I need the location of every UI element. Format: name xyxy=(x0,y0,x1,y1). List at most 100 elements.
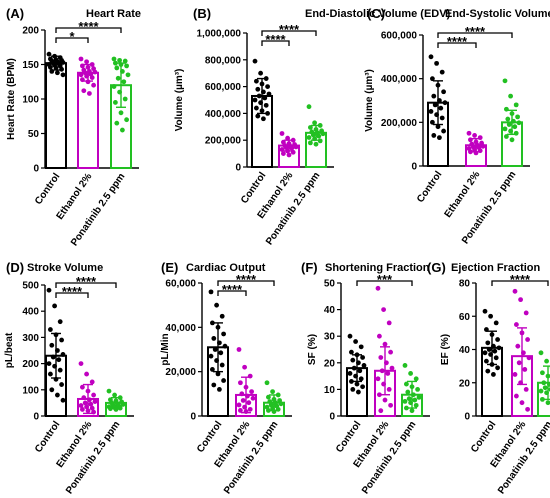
data-point xyxy=(52,303,57,309)
data-point xyxy=(254,78,259,84)
data-point xyxy=(508,93,513,99)
data-point xyxy=(480,143,486,149)
data-point xyxy=(266,91,272,97)
data-point xyxy=(441,128,446,134)
data-point xyxy=(53,65,59,71)
significance-bracket xyxy=(55,27,122,33)
y-tick-label: 1,000,000 xyxy=(197,29,242,40)
data-point xyxy=(404,381,409,387)
data-point xyxy=(356,360,361,366)
data-point xyxy=(360,384,365,390)
data-point xyxy=(489,332,495,337)
data-point xyxy=(489,362,495,367)
data-point xyxy=(406,396,412,402)
panel-2: (C) End-Systolic Volume (ESV) 0 200,000 400,… xyxy=(364,6,550,246)
data-point xyxy=(211,382,217,388)
data-point xyxy=(516,120,522,126)
category-label: Control xyxy=(469,419,499,455)
data-point xyxy=(408,400,413,406)
data-point xyxy=(215,371,221,377)
data-point xyxy=(525,337,530,342)
data-point xyxy=(473,150,479,156)
data-point xyxy=(545,400,550,406)
panel-4: (E) Cardiac Output 0 20,000 40,000 60,000 pL/M… xyxy=(160,260,292,496)
data-point xyxy=(493,320,499,326)
data-point xyxy=(511,118,516,124)
category-label: Control xyxy=(33,419,63,455)
significance-stars: **** xyxy=(76,274,97,289)
data-point xyxy=(356,389,361,395)
y-axis-label: Heart Rate (BPM) xyxy=(6,58,17,140)
y-tick-label: 200,000 xyxy=(381,118,418,129)
data-point xyxy=(540,370,545,376)
data-point xyxy=(46,51,52,57)
data-point xyxy=(56,357,62,363)
significance-bracket xyxy=(437,42,477,48)
data-point xyxy=(435,82,441,88)
data-point xyxy=(92,399,98,404)
y-tick-label: 0 xyxy=(235,163,241,174)
data-point xyxy=(84,371,89,377)
y-tick-label: 600,000 xyxy=(381,31,418,42)
y-axis-label: pL/beat xyxy=(4,332,15,368)
data-point xyxy=(57,319,63,325)
data-point xyxy=(504,134,509,139)
data-point xyxy=(55,348,60,353)
chart-title: Stroke Volume xyxy=(27,262,103,274)
data-point xyxy=(312,136,317,142)
data-point xyxy=(78,403,84,408)
data-point xyxy=(92,69,98,75)
data-point xyxy=(120,127,125,133)
data-point xyxy=(350,357,356,363)
data-point xyxy=(320,131,326,137)
data-point xyxy=(310,132,316,138)
data-point xyxy=(87,91,92,96)
data-point xyxy=(89,75,95,81)
data-point xyxy=(439,69,445,75)
data-point xyxy=(358,344,364,350)
data-point xyxy=(49,387,55,393)
significance-stars: **** xyxy=(447,34,468,49)
data-point xyxy=(522,367,528,372)
data-point xyxy=(360,355,365,360)
data-point xyxy=(60,60,66,65)
panel-0: (A) Heart Rate 0 50 100 150 200 Heart Rate (BPM… xyxy=(6,6,141,248)
data-point xyxy=(506,122,512,127)
data-point xyxy=(518,297,523,303)
data-point xyxy=(431,93,437,99)
data-point xyxy=(519,400,525,406)
data-point xyxy=(221,378,227,383)
data-point xyxy=(122,58,128,64)
data-point xyxy=(255,113,261,119)
significance-bracket xyxy=(356,280,413,286)
data-point xyxy=(375,376,381,382)
data-point xyxy=(48,327,53,332)
data-point xyxy=(388,402,393,408)
data-point xyxy=(357,368,363,374)
data-point xyxy=(516,360,522,366)
panel-label: (D) xyxy=(6,260,24,275)
data-point xyxy=(512,124,518,130)
data-point xyxy=(80,407,85,412)
data-point xyxy=(117,405,123,411)
y-tick-label: 20 xyxy=(459,378,471,389)
data-point xyxy=(538,350,544,356)
data-point xyxy=(428,54,434,60)
data-point xyxy=(271,409,277,414)
data-point xyxy=(124,63,129,69)
data-point xyxy=(252,58,258,64)
data-point xyxy=(46,287,52,293)
data-point xyxy=(285,148,290,154)
data-point xyxy=(210,320,215,326)
panel-label: (C) xyxy=(367,6,385,21)
data-point xyxy=(55,392,60,398)
chart-title: Shortening Fraction xyxy=(325,262,430,274)
data-point xyxy=(484,358,489,364)
data-point xyxy=(60,397,66,403)
data-point xyxy=(217,340,222,346)
data-point xyxy=(514,393,519,399)
data-point xyxy=(523,387,529,392)
data-point xyxy=(502,78,508,84)
category-label: Control xyxy=(195,419,225,455)
y-tick-label: 0 xyxy=(329,412,335,423)
